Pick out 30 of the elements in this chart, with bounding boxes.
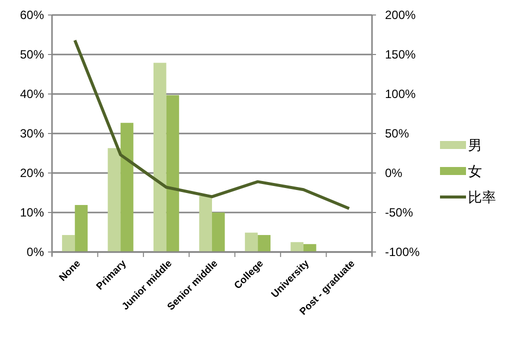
y-tick-label: 0% [26,245,44,260]
legend-label: 女 [468,162,482,179]
bar [258,235,271,252]
y2-tick-label: 50% [385,126,410,141]
legend-label: 比率 [468,188,496,205]
bar [244,232,258,252]
y2-tick-label: -100% [385,245,420,260]
y-tick-label: 40% [20,87,44,102]
bar [62,235,75,252]
y-tick-label: 10% [20,206,44,220]
y-tick-label: 30% [20,126,44,141]
bar [212,212,225,252]
legend-label: 男 [468,136,482,153]
y-tick-label: 60% [20,8,44,22]
bar [120,122,134,252]
y-tick-label: 50% [20,48,44,62]
bar [108,148,121,252]
y2-tick-label: 0% [385,166,403,180]
y2-tick-label: 100% [385,87,416,102]
bar [199,196,212,252]
bar [290,242,304,252]
line-series [73,38,351,210]
y2-tick-label: 200% [385,8,416,22]
y-tick-label: 20% [20,166,44,180]
bar [153,62,166,252]
y2-tick-label: 150% [385,48,416,62]
bar [303,244,316,252]
bar [74,204,88,252]
bar [166,95,180,252]
y2-tick-label: -50% [385,206,414,220]
